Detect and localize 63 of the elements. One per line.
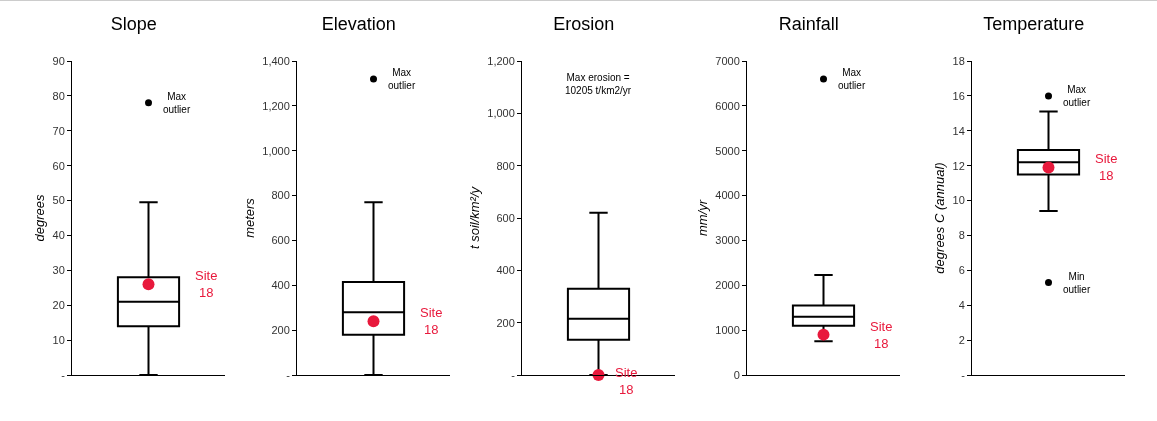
chart-title: Slope	[110, 14, 157, 34]
annotation: Site 18	[1095, 151, 1118, 183]
y-tick-label: -	[961, 368, 966, 381]
y-tick-label: 80	[52, 89, 65, 102]
chart-title: Erosion	[553, 14, 615, 34]
annotation: Max erosion = 10205 t/km2/yr	[565, 72, 632, 96]
y-tick-label: 1,200	[487, 54, 515, 67]
y-tick-label: 8	[958, 229, 965, 242]
annotation: Site 18	[870, 319, 893, 351]
chart-title: Elevation	[321, 14, 396, 34]
y-tick-label: 18	[952, 54, 965, 67]
y-tick-label: 1,000	[262, 144, 290, 157]
y-tick-label: 5000	[715, 144, 740, 157]
y-tick-label: 1,400	[262, 54, 290, 67]
y-tick-label: 600	[496, 211, 515, 224]
y-tick-label: 90	[52, 54, 65, 67]
y-tick-label: 1000	[715, 323, 740, 336]
y-tick-label: 70	[52, 124, 65, 137]
y-tick-label: 6000	[715, 99, 740, 112]
annotation: Max outlier	[388, 67, 416, 91]
y-tick-label: 1,000	[487, 107, 515, 120]
y-tick-label: 1,200	[262, 99, 290, 112]
chart-title: Temperature	[983, 14, 1085, 34]
y-tick-label: 600	[271, 234, 290, 247]
y-axis-title: degrees	[32, 194, 48, 242]
annotation: Max outlier	[1063, 84, 1091, 108]
y-tick-label: 4	[958, 299, 965, 312]
annotation: Min outlier	[1063, 271, 1091, 295]
y-tick-label: 400	[496, 264, 515, 277]
y-tick-label: 40	[52, 229, 65, 242]
y-tick-label: 6	[958, 264, 965, 277]
annotation: Site 18	[195, 268, 218, 300]
y-axis-title: meters	[242, 197, 258, 238]
y-tick-label: -	[61, 368, 66, 381]
y-tick-label: 3000	[715, 234, 740, 247]
y-tick-label: -	[286, 368, 291, 381]
annotation: Max outlier	[838, 67, 866, 91]
y-tick-label: 200	[496, 316, 515, 329]
y-tick-label: 7000	[715, 54, 740, 67]
y-tick-label: 14	[952, 124, 965, 137]
y-axis-title: degrees C (annual)	[932, 162, 948, 274]
y-tick-label: 12	[952, 159, 965, 172]
annotation: Max outlier	[163, 91, 191, 115]
y-tick-label: 30	[52, 264, 65, 277]
y-tick-label: 60	[52, 159, 65, 172]
y-tick-label: 2	[958, 333, 965, 346]
y-tick-label: -	[511, 368, 516, 381]
y-tick-label: 0	[733, 368, 740, 381]
y-tick-label: 16	[952, 89, 965, 102]
y-tick-label: 200	[271, 323, 290, 336]
y-tick-label: 400	[271, 279, 290, 292]
y-tick-label: 800	[271, 189, 290, 202]
y-tick-label: 800	[496, 159, 515, 172]
y-tick-label: 10	[52, 333, 65, 346]
y-tick-label: 4000	[715, 189, 740, 202]
y-tick-label: 20	[52, 299, 65, 312]
y-tick-label: 10	[952, 194, 965, 207]
annotation: Site 18	[420, 305, 443, 337]
y-tick-label: 2000	[715, 279, 740, 292]
y-axis-title: t soil/km²/y	[467, 185, 483, 250]
chart-title: Rainfall	[778, 14, 839, 34]
y-axis-title: mm/yr	[695, 199, 711, 237]
y-tick-label: 50	[52, 194, 65, 207]
